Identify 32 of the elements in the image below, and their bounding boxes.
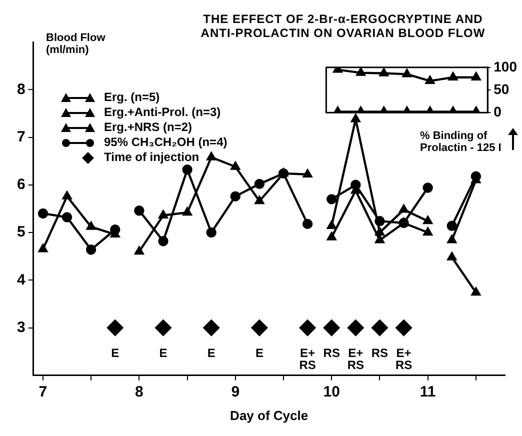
y-tick-label: 6 [17, 176, 26, 194]
y-tick-label: 5 [17, 224, 26, 241]
y-tick-label: 8 [17, 80, 26, 98]
data-label: E+ RS [299, 346, 316, 372]
legend-label: 95% CH₃CH₂OH (n=4) [104, 135, 228, 150]
legend-label: Erg.+Anti-Prol. (n=3) [104, 105, 221, 120]
annotation: % Binding of Prolactin - 125 I [420, 130, 502, 154]
data-label: E [159, 346, 168, 360]
y-tick-label: 3 [17, 318, 26, 336]
x-tick-label: 8 [135, 384, 144, 401]
data-label: E+ RS [347, 346, 364, 372]
x-axis-title: Day of Cycle [230, 408, 308, 423]
y-tick-label: 50 [494, 80, 510, 97]
legend-label: Time of injection [104, 150, 200, 165]
data-label: E+ RS [395, 346, 412, 372]
data-label: E [111, 346, 120, 360]
y-axis-title: Blood Flow (ml/min) [46, 32, 106, 56]
data-label: E [255, 346, 264, 360]
y-tick-label: 4 [17, 271, 26, 288]
chart-title: THE EFFECT OF 2-Br-α-ERGOCRYPTINE AND ANTI-PROLACTIN ON OVARIAN BLOOD FLOW [200, 12, 486, 40]
x-tick-label: 10 [323, 384, 340, 401]
legend-label: Erg.+NRS (n=2) [104, 120, 192, 135]
x-tick-label: 9 [231, 384, 240, 401]
legend-label: Erg. (n=5) [104, 90, 160, 105]
data-label: E [207, 346, 216, 360]
y-tick-label: 0 [494, 103, 502, 120]
y-tick-label: 100 [494, 58, 518, 74]
data-label: RS [323, 346, 340, 360]
y-tick-label: 7 [17, 128, 26, 146]
data-label: RS [371, 346, 388, 360]
x-tick-label: 7 [38, 384, 48, 401]
x-tick-label: 11 [420, 384, 436, 401]
